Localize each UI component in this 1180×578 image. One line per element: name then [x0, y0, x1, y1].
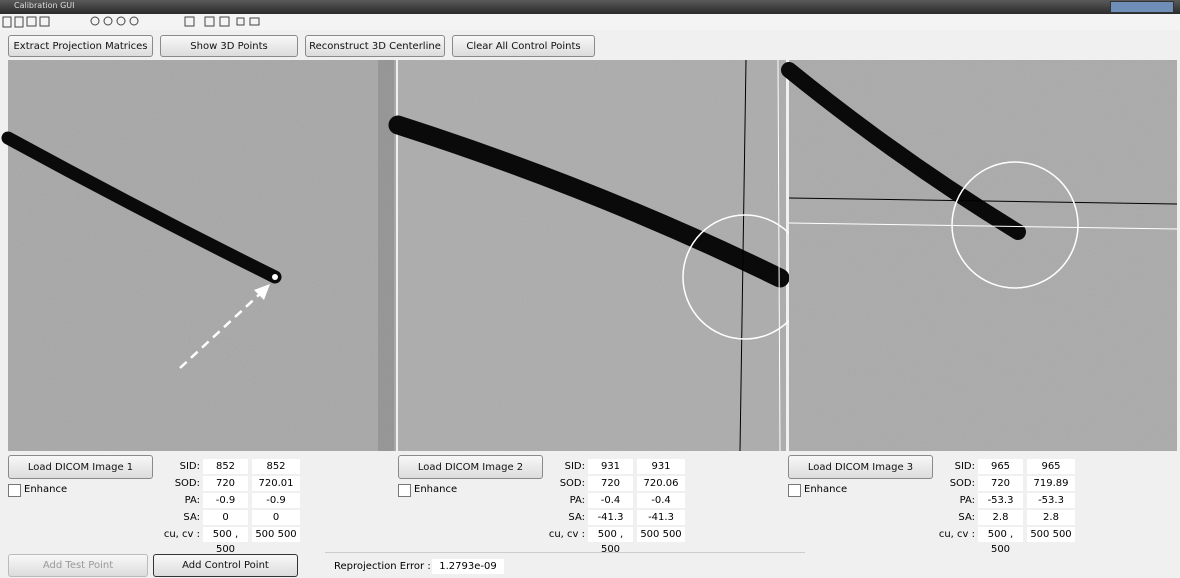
- toolbar-icons: [0, 14, 270, 30]
- toolbar-button[interactable]: Reconstruct 3D Centerline: [305, 35, 445, 57]
- param-value: 2.8: [978, 510, 1023, 525]
- reprojection-label: Reprojection Error :: [334, 559, 431, 574]
- param-value: 720: [588, 476, 633, 491]
- image-view-3[interactable]: [789, 60, 1177, 451]
- icon[interactable]: [15, 17, 23, 27]
- param-label: cu, cv :: [935, 527, 975, 542]
- param-value: 500 , 500: [588, 527, 633, 542]
- add-control-point-button[interactable]: Add Control Point: [153, 554, 298, 577]
- icon[interactable]: [237, 18, 244, 25]
- icon[interactable]: [130, 17, 138, 25]
- enhance-label: Enhance: [804, 482, 847, 497]
- icon[interactable]: [205, 17, 214, 26]
- param-label: SA:: [545, 510, 585, 525]
- image-view-1[interactable]: [8, 60, 396, 451]
- param-value: 852: [252, 459, 300, 474]
- param-value: 0: [252, 510, 300, 525]
- control-point: [272, 274, 278, 280]
- param-label: SOD:: [935, 476, 975, 491]
- icon-toolbar: [0, 14, 1180, 30]
- param-value: 2.8: [1027, 510, 1075, 525]
- param-label: cu, cv :: [160, 527, 200, 542]
- separator: [325, 552, 805, 553]
- icon[interactable]: [250, 18, 259, 25]
- param-value: 0: [203, 510, 248, 525]
- param-value: -0.9: [203, 493, 248, 508]
- param-value: -0.4: [588, 493, 633, 508]
- add-test-point-button[interactable]: Add Test Point: [8, 554, 148, 577]
- param-label: SID:: [160, 459, 200, 474]
- param-value: 931: [637, 459, 685, 474]
- enhance-checkbox[interactable]: [398, 484, 411, 497]
- load-button[interactable]: Load DICOM Image 2: [398, 455, 543, 479]
- param-value: -53.3: [978, 493, 1023, 508]
- app-window: Calibration GUI Extract Projection Matri…: [0, 0, 1180, 578]
- param-label: SOD:: [160, 476, 200, 491]
- enhance-label: Enhance: [414, 482, 457, 497]
- param-value: 720.01: [252, 476, 300, 491]
- icon[interactable]: [3, 17, 11, 27]
- window-controls[interactable]: [1110, 1, 1174, 13]
- icon[interactable]: [27, 17, 36, 26]
- param-value: 931: [588, 459, 633, 474]
- toolbar-button[interactable]: Show 3D Points: [160, 35, 298, 57]
- param-label: PA:: [935, 493, 975, 508]
- load-button[interactable]: Load DICOM Image 3: [788, 455, 933, 479]
- param-value: 500 500: [1027, 527, 1075, 542]
- param-label: SA:: [160, 510, 200, 525]
- icon[interactable]: [104, 17, 112, 25]
- param-label: SA:: [935, 510, 975, 525]
- param-label: SID:: [545, 459, 585, 474]
- param-value: 720.06: [637, 476, 685, 491]
- param-value: 965: [1027, 459, 1075, 474]
- title-bar: Calibration GUI: [0, 0, 1180, 14]
- enhance-label: Enhance: [24, 482, 67, 497]
- param-label: cu, cv :: [545, 527, 585, 542]
- param-value: -41.3: [637, 510, 685, 525]
- image-views: [0, 60, 1180, 451]
- icon[interactable]: [117, 17, 125, 25]
- param-value: 852: [203, 459, 248, 474]
- icon[interactable]: [185, 17, 194, 26]
- enhance-checkbox[interactable]: [788, 484, 801, 497]
- param-label: PA:: [160, 493, 200, 508]
- param-value: 500 500: [252, 527, 300, 542]
- toolbar-button[interactable]: Clear All Control Points: [452, 35, 595, 57]
- param-value: -0.4: [637, 493, 685, 508]
- param-value: 719.89: [1027, 476, 1075, 491]
- param-label: PA:: [545, 493, 585, 508]
- param-value: 965: [978, 459, 1023, 474]
- param-label: SOD:: [545, 476, 585, 491]
- icon[interactable]: [91, 17, 99, 25]
- param-value: 500 500: [637, 527, 685, 542]
- param-value: -53.3: [1027, 493, 1075, 508]
- param-value: 500 , 500: [203, 527, 248, 542]
- enhance-checkbox[interactable]: [8, 484, 21, 497]
- image-view-2[interactable]: [398, 60, 807, 451]
- icon[interactable]: [220, 17, 229, 26]
- reprojection-value: 1.2793e-09: [432, 559, 504, 574]
- window-title: Calibration GUI: [14, 1, 74, 10]
- param-value: -0.9: [252, 493, 300, 508]
- toolbar-button[interactable]: Extract Projection Matrices: [8, 35, 153, 57]
- load-button[interactable]: Load DICOM Image 1: [8, 455, 153, 479]
- param-value: -41.3: [588, 510, 633, 525]
- param-label: SID:: [935, 459, 975, 474]
- param-value: 720: [203, 476, 248, 491]
- param-value: 720: [978, 476, 1023, 491]
- icon[interactable]: [40, 17, 49, 26]
- param-value: 500 , 500: [978, 527, 1023, 542]
